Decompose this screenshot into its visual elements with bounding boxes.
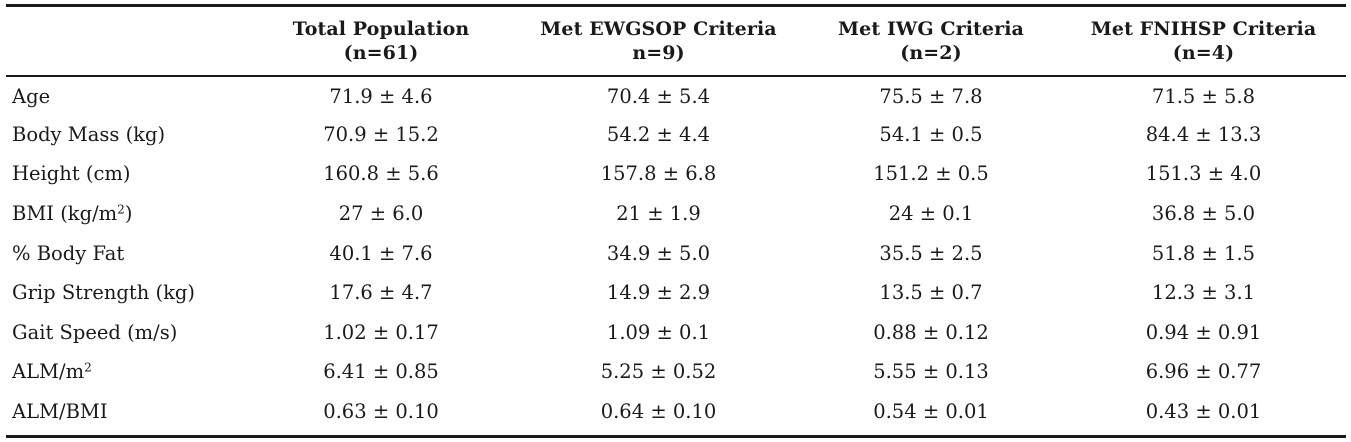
header-cell-fnihsp: Met FNIHSP Criteria (n=4)	[1061, 7, 1346, 75]
header-rule	[6, 75, 1346, 77]
row-label-text: BMI (kg/m	[12, 202, 118, 226]
cell-total-population: 1.02 ± 0.17	[323, 320, 439, 344]
table-row-height: Height (cm) 160.8 ± 5.6 157.8 ± 6.8 151.…	[6, 154, 1346, 194]
row-label: Grip Strength (kg)	[12, 281, 196, 305]
cell-iwg: 24 ± 0.1	[888, 202, 974, 226]
table-row-gait-speed: Gait Speed (m/s) 1.02 ± 0.17 1.09 ± 0.1 …	[6, 313, 1346, 353]
row-label: Gait Speed (m/s)	[12, 320, 178, 344]
cell-iwg: 13.5 ± 0.7	[879, 281, 983, 305]
header-count: (n=2)	[900, 42, 962, 64]
data-table-container: Total Population (n=61) Met EWGSOP Crite…	[6, 4, 1346, 438]
header-cell-ewgsop: Met EWGSOP Criteria n=9)	[516, 7, 801, 75]
header-count: (n=61)	[343, 42, 419, 64]
cell-total-population: 71.9 ± 4.6	[329, 85, 433, 109]
cell-iwg: 0.54 ± 0.01	[873, 400, 989, 424]
header-count: n=9)	[632, 42, 685, 64]
header-title: Met FNIHSP Criteria	[1090, 18, 1317, 40]
table-row-body-mass: Body Mass (kg) 70.9 ± 15.2 54.2 ± 4.4 54…	[6, 115, 1346, 155]
cell-ewgsop: 34.9 ± 5.0	[606, 241, 711, 265]
row-label: ALM/m2	[6, 352, 246, 392]
header-count: (n=4)	[1172, 42, 1235, 64]
row-label: Body Mass (kg)	[12, 122, 166, 146]
table-body: Age 71.9 ± 4.6 70.4 ± 5.4 75.5 ± 7.8 71.…	[6, 75, 1346, 431]
cell-fnihsp: 71.5 ± 5.8	[1151, 85, 1256, 109]
cell-total-population: 40.1 ± 7.6	[329, 241, 433, 265]
row-label-superscript: 2	[84, 360, 92, 375]
cell-fnihsp: 0.94 ± 0.91	[1145, 320, 1262, 344]
row-label: BMI (kg/m2)	[6, 194, 246, 234]
row-label: Height (cm)	[12, 162, 131, 186]
cell-ewgsop: 70.4 ± 5.4	[606, 85, 711, 109]
cell-fnihsp: 0.43 ± 0.01	[1145, 400, 1262, 424]
row-label: % Body Fat	[12, 241, 125, 265]
top-rule	[6, 4, 1346, 7]
cell-ewgsop: 157.8 ± 6.8	[600, 162, 717, 186]
cell-iwg: 75.5 ± 7.8	[879, 85, 983, 109]
cell-iwg: 35.5 ± 2.5	[879, 241, 983, 265]
cell-fnihsp: 84.4 ± 13.3	[1145, 122, 1262, 146]
table-row-age: Age 71.9 ± 4.6 70.4 ± 5.4 75.5 ± 7.8 71.…	[6, 75, 1346, 115]
cell-ewgsop: 5.25 ± 0.52	[600, 360, 717, 384]
header-title: Met EWGSOP Criteria	[540, 18, 777, 40]
cell-ewgsop: 0.64 ± 0.10	[600, 400, 717, 424]
cell-total-population: 160.8 ± 5.6	[323, 162, 439, 186]
header-cell-total-population: Total Population (n=61)	[246, 7, 516, 75]
header-cell-iwg: Met IWG Criteria (n=2)	[801, 7, 1061, 75]
table-row-bmi: BMI (kg/m2) 27 ± 6.0 21 ± 1.9 24 ± 0.1 3…	[6, 194, 1346, 234]
cell-fnihsp: 151.3 ± 4.0	[1145, 162, 1262, 186]
cell-iwg: 151.2 ± 0.5	[873, 162, 989, 186]
data-table: Total Population (n=61) Met EWGSOP Crite…	[6, 7, 1346, 431]
cell-ewgsop: 14.9 ± 2.9	[606, 281, 711, 305]
cell-total-population: 0.63 ± 0.10	[323, 400, 439, 424]
cell-fnihsp: 6.96 ± 0.77	[1145, 360, 1262, 384]
cell-fnihsp: 51.8 ± 1.5	[1151, 241, 1256, 265]
cell-total-population: 17.6 ± 4.7	[329, 281, 433, 305]
header-cell-label	[6, 7, 246, 75]
table-row-grip-strength: Grip Strength (kg) 17.6 ± 4.7 14.9 ± 2.9…	[6, 273, 1346, 313]
table-row-alm-bmi: ALM/BMI 0.63 ± 0.10 0.64 ± 0.10 0.54 ± 0…	[6, 392, 1346, 432]
row-label-suffix: )	[124, 202, 133, 226]
cell-total-population: 27 ± 6.0	[338, 202, 424, 226]
row-label-text: ALM/m	[12, 360, 85, 384]
row-label: ALM/BMI	[12, 400, 108, 424]
bottom-rule	[6, 435, 1346, 438]
row-label: Age	[12, 85, 51, 109]
cell-total-population: 70.9 ± 15.2	[323, 122, 439, 146]
cell-fnihsp: 12.3 ± 3.1	[1151, 281, 1256, 305]
row-label-superscript: 2	[117, 202, 125, 217]
cell-fnihsp: 36.8 ± 5.0	[1151, 202, 1256, 226]
cell-ewgsop: 1.09 ± 0.1	[606, 320, 711, 344]
header-title: Met IWG Criteria	[838, 18, 1024, 40]
table-header: Total Population (n=61) Met EWGSOP Crite…	[6, 7, 1346, 75]
header-title: Total Population	[292, 18, 470, 40]
cell-iwg: 0.88 ± 0.12	[873, 320, 989, 344]
table-row-body-fat: % Body Fat 40.1 ± 7.6 34.9 ± 5.0 35.5 ± …	[6, 233, 1346, 273]
cell-iwg: 54.1 ± 0.5	[879, 122, 983, 146]
cell-ewgsop: 21 ± 1.9	[616, 202, 701, 226]
header-row: Total Population (n=61) Met EWGSOP Crite…	[6, 7, 1346, 75]
cell-iwg: 5.55 ± 0.13	[873, 360, 989, 384]
table-row-alm-m2: ALM/m2 6.41 ± 0.85 5.25 ± 0.52 5.55 ± 0.…	[6, 352, 1346, 392]
cell-ewgsop: 54.2 ± 4.4	[606, 122, 711, 146]
cell-total-population: 6.41 ± 0.85	[323, 360, 439, 384]
